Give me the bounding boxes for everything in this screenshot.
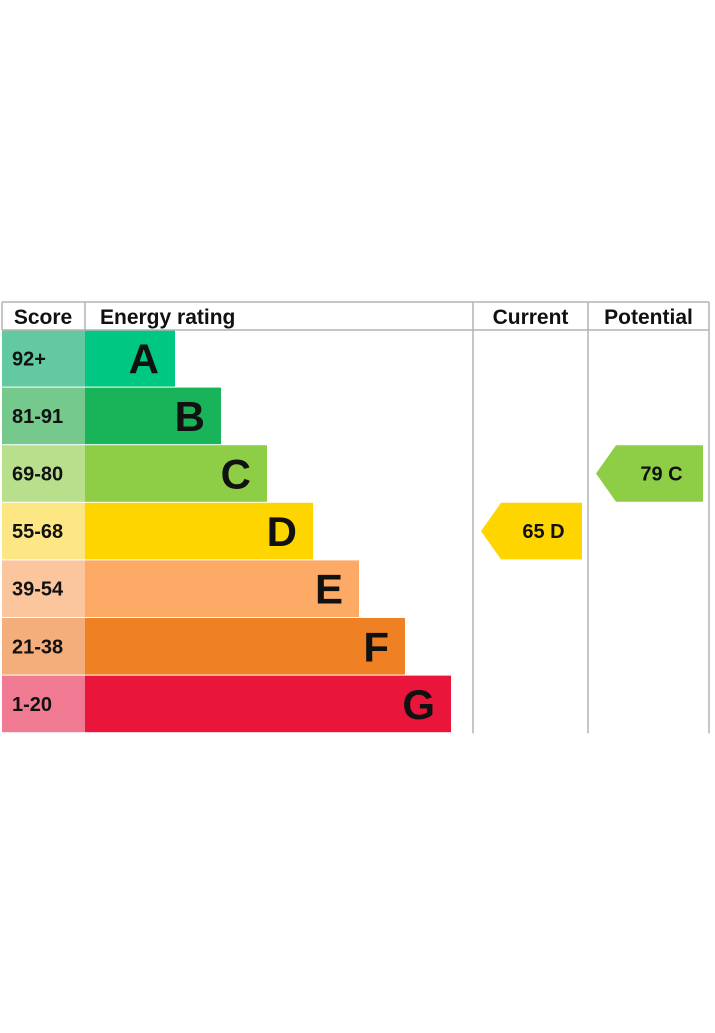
rating-bar-g [85,675,451,733]
rating-letter: D [267,508,297,555]
current-rating-label: 65 D [522,521,564,543]
header-score: Score [14,306,72,329]
rating-letter: C [221,451,251,498]
header-energy-rating: Energy rating [100,306,235,329]
rating-bar-a [85,330,175,387]
rating-letter: G [402,681,435,728]
current-arrow [481,502,582,560]
rating-bar-e [85,560,359,617]
score-range-label: 81-91 [12,406,63,428]
rating-letter: B [175,393,205,440]
score-cell-e [2,560,85,617]
rating-letter: A [129,335,159,382]
score-cell-a [2,330,85,387]
potential-arrow [596,445,703,502]
score-range-label: 55-68 [12,521,63,543]
rating-bar-c [85,445,267,502]
rating-bar-b [85,387,221,445]
header-potential: Potential [604,306,693,329]
score-cell-f [2,618,85,675]
header-current: Current [493,306,569,329]
score-cell-d [2,502,85,560]
rating-bar-d [85,502,313,560]
score-cell-g [2,675,85,733]
score-range-label: 1-20 [12,694,52,716]
score-cell-c [2,445,85,502]
rating-bar-f [85,618,405,675]
rating-letter: E [315,566,343,613]
score-range-label: 21-38 [12,636,63,658]
potential-rating-label: 79 C [640,464,682,486]
score-range-label: 92+ [12,348,46,370]
score-cell-b [2,387,85,445]
score-range-label: 69-80 [12,464,63,486]
rating-letter: F [363,623,389,670]
score-range-label: 39-54 [12,579,64,601]
